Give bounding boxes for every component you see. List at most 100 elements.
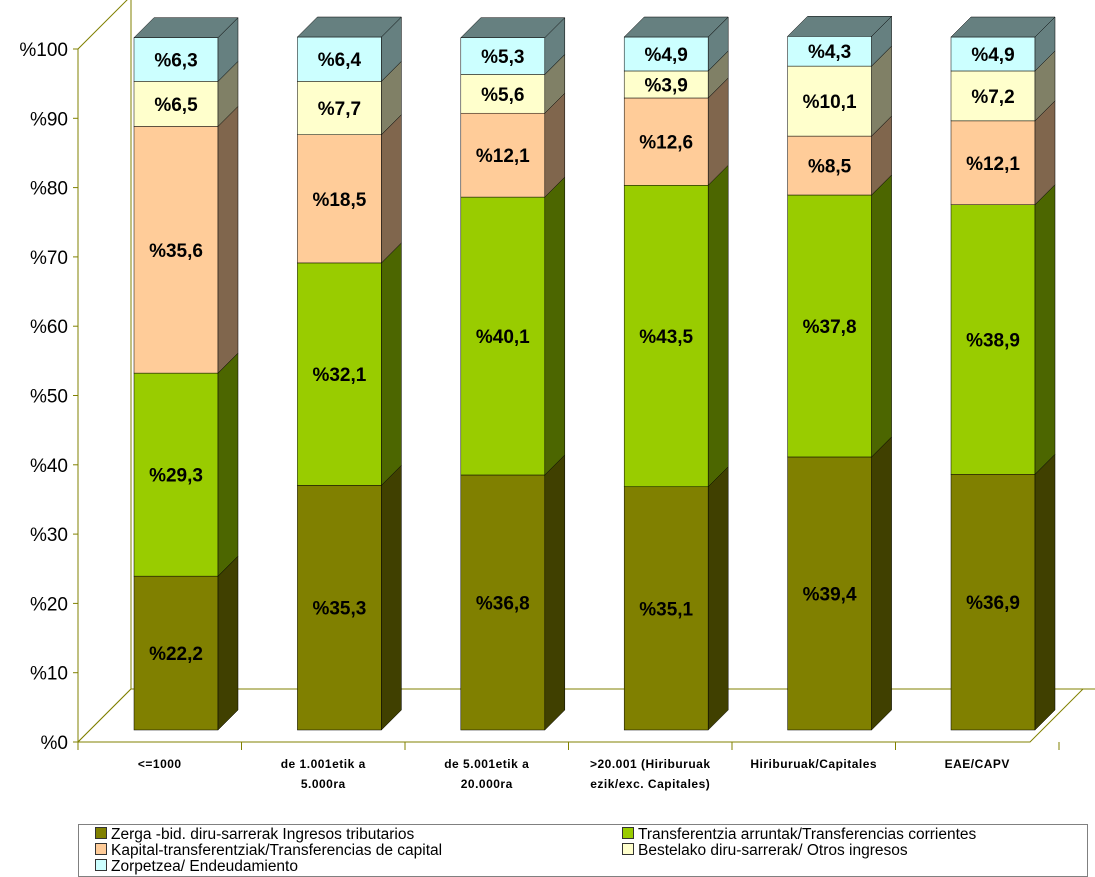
data-label: %4,9 [645, 45, 688, 66]
data-label: %35,3 [312, 599, 366, 620]
bar-top [460, 17, 566, 38]
data-label: %12,1 [476, 146, 530, 167]
x-tick-label: 5.000ra [301, 777, 346, 791]
y-tick-label: %60 [30, 317, 68, 338]
bar-segment [460, 196, 546, 476]
data-label: %38,9 [966, 330, 1020, 351]
legend-swatch [622, 827, 634, 839]
x-tick-label: EAE/CAPV [945, 757, 1010, 771]
legend-item-transferencias-capital: Kapital-transferentziak/Transferencias d… [95, 843, 442, 859]
bar-segment [950, 36, 1036, 72]
data-label: %36,8 [476, 593, 530, 614]
bar-segment [460, 112, 546, 198]
bar-segment [133, 81, 219, 127]
legend-item-otros-ingresos: Bestelako diru-sarrerak/ Otros ingresos [622, 843, 908, 859]
x-tick-label: >20.001 (Hiriburuak [590, 757, 711, 771]
data-label: %7,2 [971, 87, 1014, 108]
bar-segment-side [544, 176, 566, 476]
bar-segment [297, 134, 382, 264]
legend-swatch [622, 843, 634, 855]
bar-segment-side [871, 436, 892, 731]
bar-top [296, 16, 403, 38]
bar-segment [460, 74, 546, 114]
data-label: %7,7 [318, 99, 361, 120]
data-label: %40,1 [476, 327, 530, 348]
bar-segment-side [1034, 453, 1056, 731]
y-tick-label: %50 [30, 387, 68, 408]
bar-segment-side [217, 352, 239, 577]
data-label: %18,5 [312, 190, 366, 211]
y-tick-label: %70 [30, 248, 68, 269]
bar-segment [133, 575, 219, 731]
bar-segment-side [381, 464, 402, 731]
bar-segment-side [707, 466, 729, 731]
data-label: %6,4 [318, 50, 362, 71]
y-tick-label: %20 [30, 594, 68, 615]
bar-segment [460, 37, 546, 75]
bar-segment [950, 204, 1036, 475]
bar-segment-side [544, 454, 566, 731]
bar-segment [787, 194, 872, 458]
bar-segment-side [707, 164, 729, 488]
legend-swatch [95, 827, 107, 839]
data-label: %39,4 [803, 584, 857, 605]
legend-swatch [95, 843, 107, 855]
legend-label: Zorpetzea/ Endeudamiento [111, 858, 298, 875]
data-label: %12,1 [966, 154, 1020, 175]
bar-top [786, 16, 893, 37]
data-label: %5,3 [481, 47, 524, 68]
data-label: %3,9 [645, 75, 688, 96]
data-label: %43,5 [639, 327, 693, 348]
data-label: %8,5 [808, 157, 852, 178]
bar-segment [787, 36, 872, 67]
bar-segment [133, 372, 219, 577]
bar-segment-side [1034, 184, 1056, 475]
legend-label: Zerga -bid. diru-sarrerak Ingresos tribu… [111, 826, 415, 843]
data-label: %4,3 [808, 42, 851, 63]
bar-segment [787, 135, 872, 196]
data-label: %4,9 [971, 45, 1014, 66]
bar-segment [460, 474, 546, 731]
data-label: %5,6 [481, 85, 524, 106]
legend-label: Transferentzia arruntak/Transferencias c… [638, 826, 977, 843]
legend-item-endeudamiento: Zorpetzea/ Endeudamiento [95, 859, 298, 875]
data-label: %6,3 [154, 51, 197, 72]
y-tick-label: %90 [30, 109, 68, 130]
bar-segment [950, 120, 1036, 205]
bar-segment-side [217, 105, 239, 374]
bar-segment [297, 81, 382, 135]
bar-top [623, 16, 729, 38]
bar-segment-side [381, 242, 402, 486]
data-label: %10,1 [803, 92, 857, 113]
bar-segment-side [217, 555, 239, 731]
x-tick-label: de 1.001etik a [281, 757, 366, 771]
y-tick-label: %0 [41, 733, 68, 754]
bar-segment [623, 97, 709, 186]
y-tick-label: %40 [30, 456, 68, 477]
legend-swatch [95, 859, 107, 871]
data-label: %36,9 [966, 593, 1020, 614]
data-label: %32,1 [312, 365, 366, 386]
legend-item-ingresos-tributarios: Zerga -bid. diru-sarrerak Ingresos tribu… [95, 827, 414, 843]
legend-label: Bestelako diru-sarrerak/ Otros ingresos [638, 842, 908, 859]
bar-segment [950, 70, 1036, 122]
legend: Zerga -bid. diru-sarrerak Ingresos tribu… [78, 824, 1088, 877]
y-tick-label: %100 [19, 40, 68, 61]
bar-segment [297, 36, 382, 82]
data-label: %35,6 [149, 241, 203, 262]
legend-item-transferencias-corrientes: Transferentzia arruntak/Transferencias c… [622, 827, 976, 843]
data-label: %22,2 [149, 644, 203, 665]
data-label: %6,5 [154, 95, 198, 116]
bar-segment-side [871, 174, 892, 458]
data-label: %12,6 [639, 133, 693, 154]
x-tick-label: Hiriburuak/Capitales [750, 757, 877, 771]
bar-segment [623, 486, 709, 731]
data-label: %35,1 [639, 599, 693, 620]
data-label: %29,3 [149, 466, 203, 487]
x-tick-label: ezik/exc. Capitales) [590, 777, 710, 791]
bar-top [950, 16, 1056, 38]
x-tick-label: de 5.001etik a [444, 757, 529, 771]
bar-segment [950, 474, 1036, 731]
y-tick-label: %80 [30, 179, 68, 200]
